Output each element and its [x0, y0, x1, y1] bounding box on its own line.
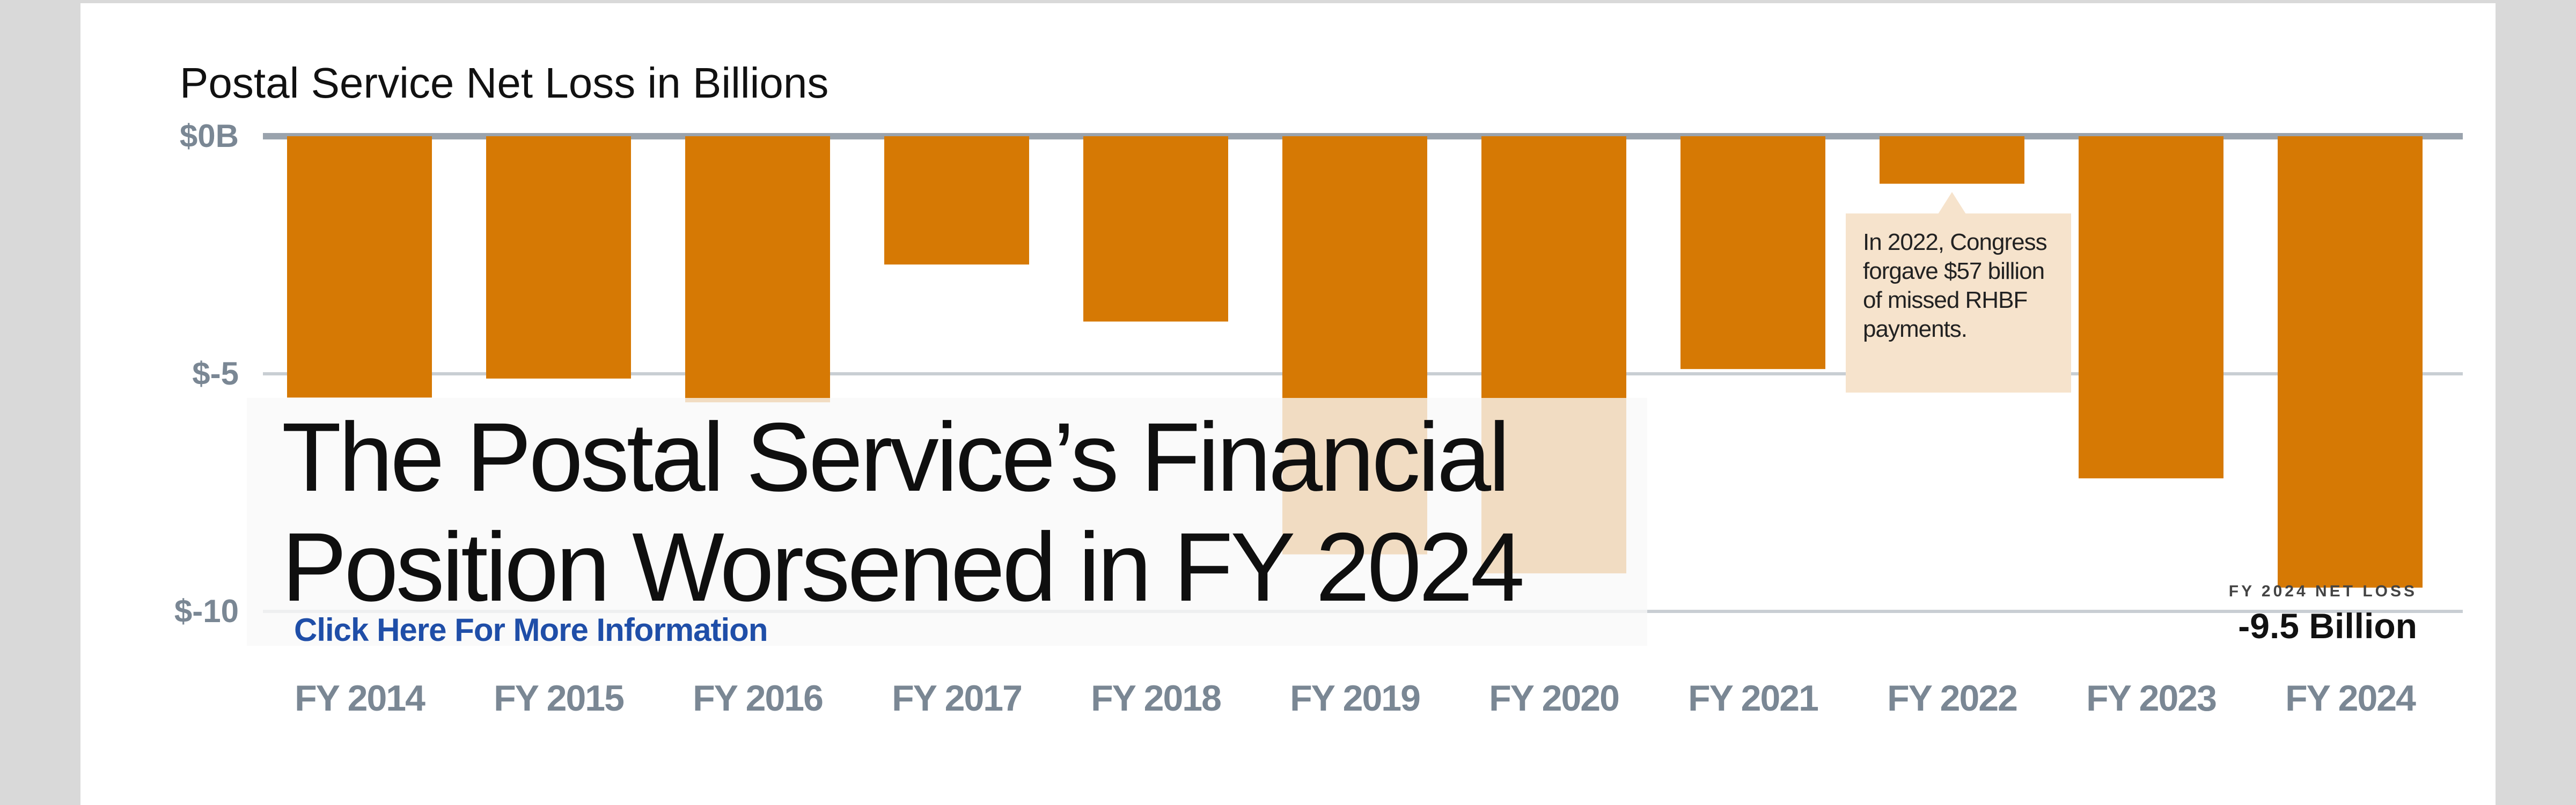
bar-fy-2018: [1083, 136, 1228, 322]
x-tick-label: FY 2018: [1091, 678, 1221, 719]
x-tick-label: FY 2020: [1489, 678, 1619, 719]
y-tick-label: $-10: [174, 593, 239, 629]
more-information-link[interactable]: Click Here For More Information: [294, 612, 768, 648]
left-margin: [0, 0, 80, 805]
annotation-box: [1846, 213, 2071, 393]
bar-fy-2016: [685, 136, 830, 403]
bar-fy-2022: [1880, 136, 2024, 184]
chart-title: Postal Service Net Loss in Billions: [180, 59, 828, 107]
x-tick-label: FY 2017: [892, 678, 1022, 719]
y-tick-label: $-5: [192, 356, 239, 392]
x-tick-label: FY 2014: [295, 678, 425, 719]
bars: [287, 136, 2423, 588]
fy2024-callout: FY 2024 NET LOSS -9.5 Billion: [2229, 582, 2417, 646]
x-tick-label: FY 2019: [1290, 678, 1420, 719]
bar-fy-2014: [287, 136, 432, 398]
y-tick-label: $0B: [180, 118, 239, 154]
y-axis-ticks: $0B $-5 $-10: [174, 118, 239, 629]
bar-fy-2024: [2278, 136, 2423, 588]
bar-fy-2021: [1680, 136, 1825, 370]
annotation-text-line: of missed RHBF: [1863, 287, 2027, 313]
x-tick-label: FY 2023: [2086, 678, 2216, 719]
x-tick-label: FY 2024: [2285, 678, 2416, 719]
bar-fy-2015: [486, 136, 631, 379]
annotation-text-line: forgave $57 billion: [1863, 258, 2044, 284]
top-border: [0, 0, 2576, 3]
right-margin: [2496, 0, 2576, 805]
x-tick-label: FY 2021: [1688, 678, 1818, 719]
x-tick-label: FY 2022: [1887, 678, 2017, 719]
callout-label: FY 2024 NET LOSS: [2229, 582, 2417, 600]
x-tick-label: FY 2016: [693, 678, 823, 719]
headline-line-1: The Postal Service’s Financial: [282, 402, 1510, 512]
annotation-text-line: In 2022, Congress: [1863, 229, 2047, 255]
x-axis-ticks: FY 2014 FY 2015 FY 2016 FY 2017 FY 2018 FY 20…: [295, 678, 2417, 719]
bar-fy-2017: [884, 136, 1029, 265]
fy2022-annotation: In 2022, Congress forgave $57 billion of m…: [1846, 192, 2071, 393]
annotation-pointer: [1938, 192, 1966, 214]
callout-value: -9.5 Billion: [2238, 606, 2417, 646]
headline-backdrop: [247, 398, 1647, 646]
headline-line-2: Position Worsened in FY 2024: [282, 512, 1525, 622]
x-tick-label: FY 2015: [494, 678, 623, 719]
bar-fy-2023: [2079, 136, 2223, 478]
annotation-text-line: payments.: [1863, 316, 1967, 342]
page-headline: The Postal Service’s Financial Position …: [282, 402, 1525, 622]
